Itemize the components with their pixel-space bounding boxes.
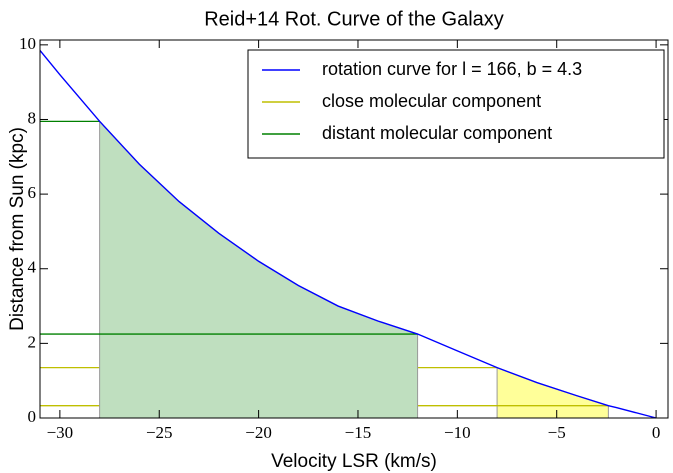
rotation-curve — [39, 50, 657, 419]
x-tick-label: −25 — [146, 423, 173, 442]
x-tick-label: −5 — [548, 423, 566, 442]
y-tick-label: 8 — [28, 108, 37, 127]
x-axis-label: Velocity LSR (km/s) — [271, 451, 437, 472]
x-tick-label: −30 — [47, 423, 74, 442]
legend-label: close molecular component — [322, 91, 541, 111]
chart-title: Reid+14 Rot. Curve of the Galaxy — [204, 8, 504, 30]
x-tick-label: −10 — [444, 423, 471, 442]
component-fill — [496, 366, 609, 419]
legend-label: rotation curve for l = 166, b = 4.3 — [322, 59, 582, 79]
component-fill — [99, 120, 419, 419]
y-tick-label: 10 — [19, 34, 36, 53]
legend-box — [247, 49, 665, 159]
y-tick-label: 4 — [28, 258, 37, 277]
legend-label: distant molecular component — [322, 123, 552, 143]
y-tick-label: 6 — [28, 183, 37, 202]
x-tick-label: −20 — [245, 423, 272, 442]
x-tick-label: −15 — [345, 423, 372, 442]
plot-frame — [39, 39, 669, 419]
y-axis-label: Distance from Sun (kpc) — [7, 127, 28, 331]
x-tick-label: 0 — [652, 423, 661, 442]
y-tick-label: 2 — [28, 332, 37, 351]
y-tick-label: 0 — [28, 407, 37, 426]
